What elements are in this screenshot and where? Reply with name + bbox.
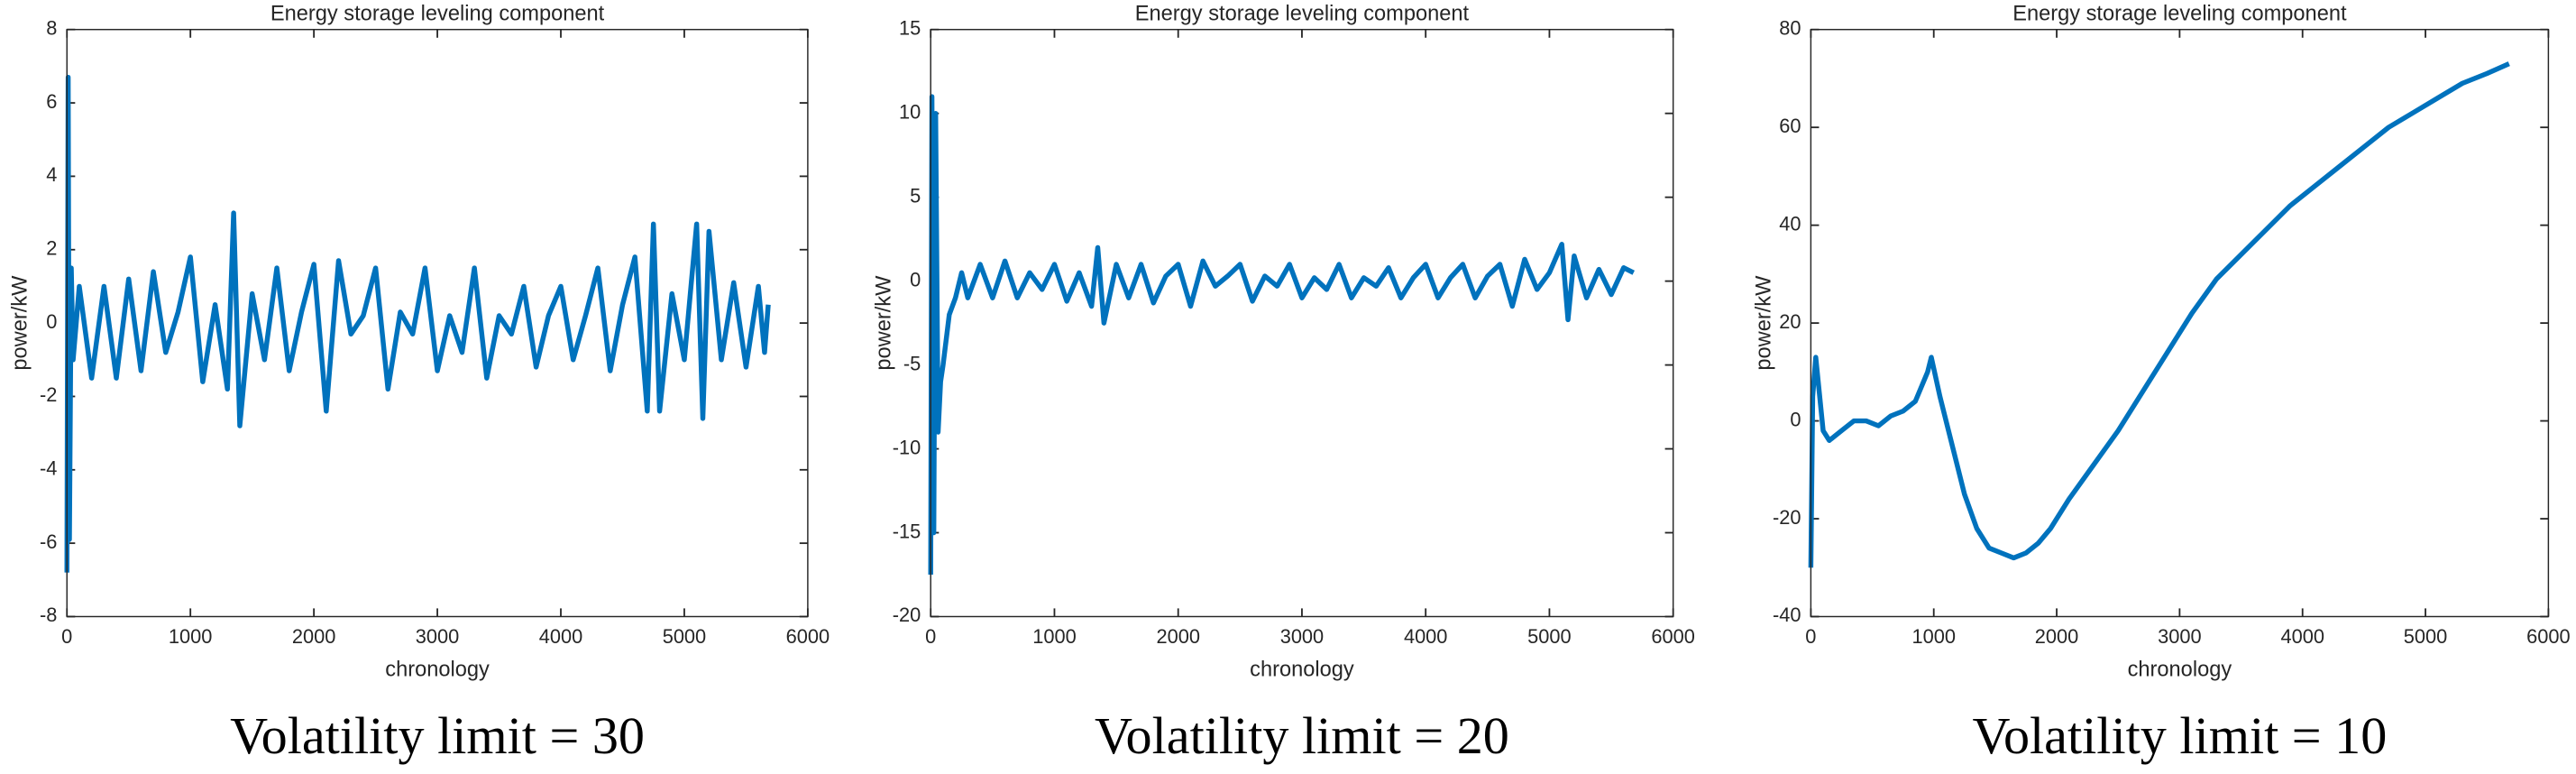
y-tick-label: 6 (46, 90, 57, 113)
y-tick-label: -4 (40, 457, 57, 480)
x-tick-label: 2000 (292, 625, 335, 648)
data-line (64, 74, 771, 573)
axes-box (66, 28, 809, 618)
y-tick-label: 0 (46, 310, 57, 333)
x-tick-label: 4000 (539, 625, 583, 648)
x-tick-label: 4000 (1404, 625, 1448, 648)
y-tick-label: 2 (46, 237, 57, 260)
x-tick-label: 5000 (1527, 625, 1572, 648)
y-tick-label: 4 (46, 163, 57, 186)
x-tick-label: 5000 (663, 625, 707, 648)
x-tick-label: 1000 (1911, 625, 1956, 648)
x-axis-label: chronology (2128, 659, 2232, 682)
y-tick-label: 5 (910, 184, 921, 207)
chart-title: Energy storage leveling component (2012, 3, 2347, 26)
chart-title: Energy storage leveling component (1135, 3, 1470, 26)
y-tick-label: 20 (1779, 310, 1801, 333)
x-tick-label: 3000 (2158, 625, 2202, 648)
y-tick-label: -10 (893, 436, 921, 458)
y-tick-label: -6 (40, 530, 57, 553)
y-tick-label: -8 (40, 604, 57, 626)
x-tick-label: 2000 (2035, 625, 2079, 648)
y-tick-label: 60 (1779, 115, 1801, 137)
axes-box (930, 28, 1674, 618)
x-axis-label: chronology (1250, 659, 1354, 682)
caption: Volatility limit = 30 (230, 706, 645, 765)
y-tick-label: 0 (910, 268, 921, 290)
y-axis-label: power/kW (873, 275, 896, 371)
x-tick-label: 1000 (169, 625, 213, 648)
x-tick-label: 1000 (1032, 625, 1077, 648)
data-line (1808, 61, 2510, 568)
x-tick-label: 5000 (2404, 625, 2448, 648)
x-tick-label: 3000 (1280, 625, 1325, 648)
y-tick-label: -15 (893, 520, 921, 542)
x-tick-label: 6000 (2526, 625, 2571, 648)
y-tick-label: 80 (1779, 16, 1801, 39)
y-tick-label: -2 (40, 383, 57, 406)
y-tick-label: 15 (899, 16, 921, 39)
x-tick-label: 0 (925, 625, 936, 648)
x-tick-label: 0 (1805, 625, 1816, 648)
y-tick-label: -20 (893, 604, 921, 626)
x-tick-label: 4000 (2280, 625, 2324, 648)
y-tick-label: 10 (899, 100, 921, 123)
caption: Volatility limit = 20 (1095, 706, 1509, 765)
chart-title: Energy storage leveling component (270, 3, 605, 26)
x-tick-label: 6000 (1651, 625, 1694, 648)
y-axis-label: power/kW (9, 275, 32, 371)
axes-box (1810, 28, 2550, 618)
y-tick-label: -40 (1773, 604, 1801, 626)
x-tick-label: 2000 (1156, 625, 1200, 648)
x-tick-label: 0 (61, 625, 72, 648)
y-tick-label: 0 (1790, 408, 1801, 430)
y-tick-label: -5 (903, 352, 921, 374)
y-axis-label: power/kW (1753, 275, 1776, 371)
x-tick-label: 3000 (416, 625, 460, 648)
x-axis-label: chronology (385, 659, 490, 682)
y-tick-label: -20 (1773, 506, 1801, 529)
data-line (928, 94, 1635, 576)
caption: Volatility limit = 10 (1972, 706, 2387, 765)
y-tick-label: 40 (1779, 212, 1801, 235)
y-tick-label: 8 (46, 16, 57, 39)
x-tick-label: 6000 (786, 625, 830, 648)
